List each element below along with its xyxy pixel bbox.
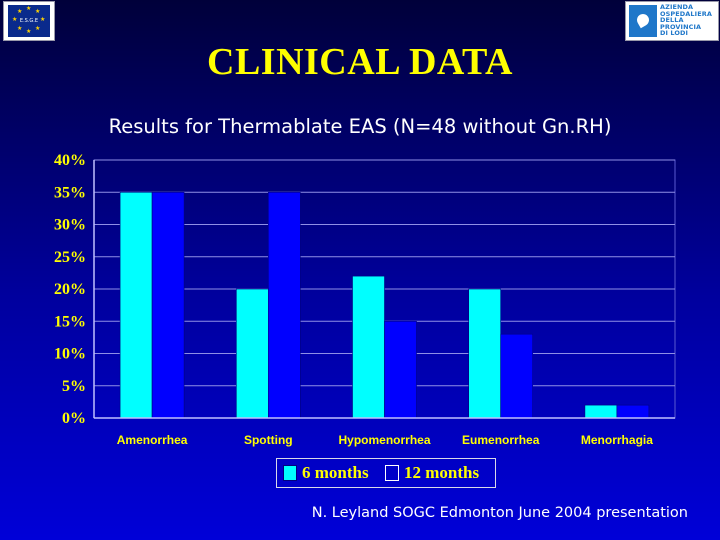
legend-label-12-months: 12 months [404,463,480,482]
hospital-logo-text: AZIENDA OSPEDALIERA DELLA PROVINCIA DI L… [660,3,712,38]
y-tick-label: 20% [54,281,86,298]
bar [384,320,417,419]
bar [616,404,650,419]
bar [500,333,534,419]
y-tick-label: 30% [54,217,86,234]
legend-item-12-months: 12 months [385,463,480,482]
chart-legend: 6 months 12 months [276,458,496,488]
legend-swatch-12-months [385,465,399,481]
bar [468,288,502,419]
legend-label-6-months: 6 months [302,463,369,482]
bar [236,288,269,419]
y-tick-label: 25% [54,249,86,266]
legend-swatch-6-months [283,465,297,481]
x-category-label: Menorrhagia [581,433,653,447]
x-category-label: Eumenorrhea [462,433,540,447]
page-title: CLINICAL DATA [207,41,513,83]
hospital-logo: AZIENDA OSPEDALIERA DELLA PROVINCIA DI L… [625,1,719,41]
y-tick-label: 15% [54,313,86,330]
x-category-label: Spotting [244,433,293,447]
eu-flag-icon: ★ ★ ★ ★ ★ ★ ★ ★ E.S.G.E [8,5,50,37]
y-tick-label: 0% [62,410,86,427]
y-tick-label: 40% [54,152,86,169]
bar [151,191,185,419]
y-tick-label: 35% [54,184,86,201]
esge-logo-text: E.S.G.E [19,18,39,24]
bar [584,404,618,419]
y-tick-label: 10% [54,346,86,363]
legend-item-6-months: 6 months [283,463,369,482]
x-category-label: Amenorrhea [117,433,188,447]
x-category-label: Hypomenorrhea [338,433,430,447]
y-tick-label: 5% [62,378,86,395]
bar [267,191,301,419]
bar [119,191,153,419]
dove-icon [629,5,657,37]
esge-logo: ★ ★ ★ ★ ★ ★ ★ ★ E.S.G.E [3,1,55,41]
footer-credit: N. Leyland SOGC Edmonton June 2004 prese… [311,505,688,521]
bar [352,275,385,419]
chart-subtitle: Results for Thermablate EAS (N=48 withou… [108,115,612,138]
